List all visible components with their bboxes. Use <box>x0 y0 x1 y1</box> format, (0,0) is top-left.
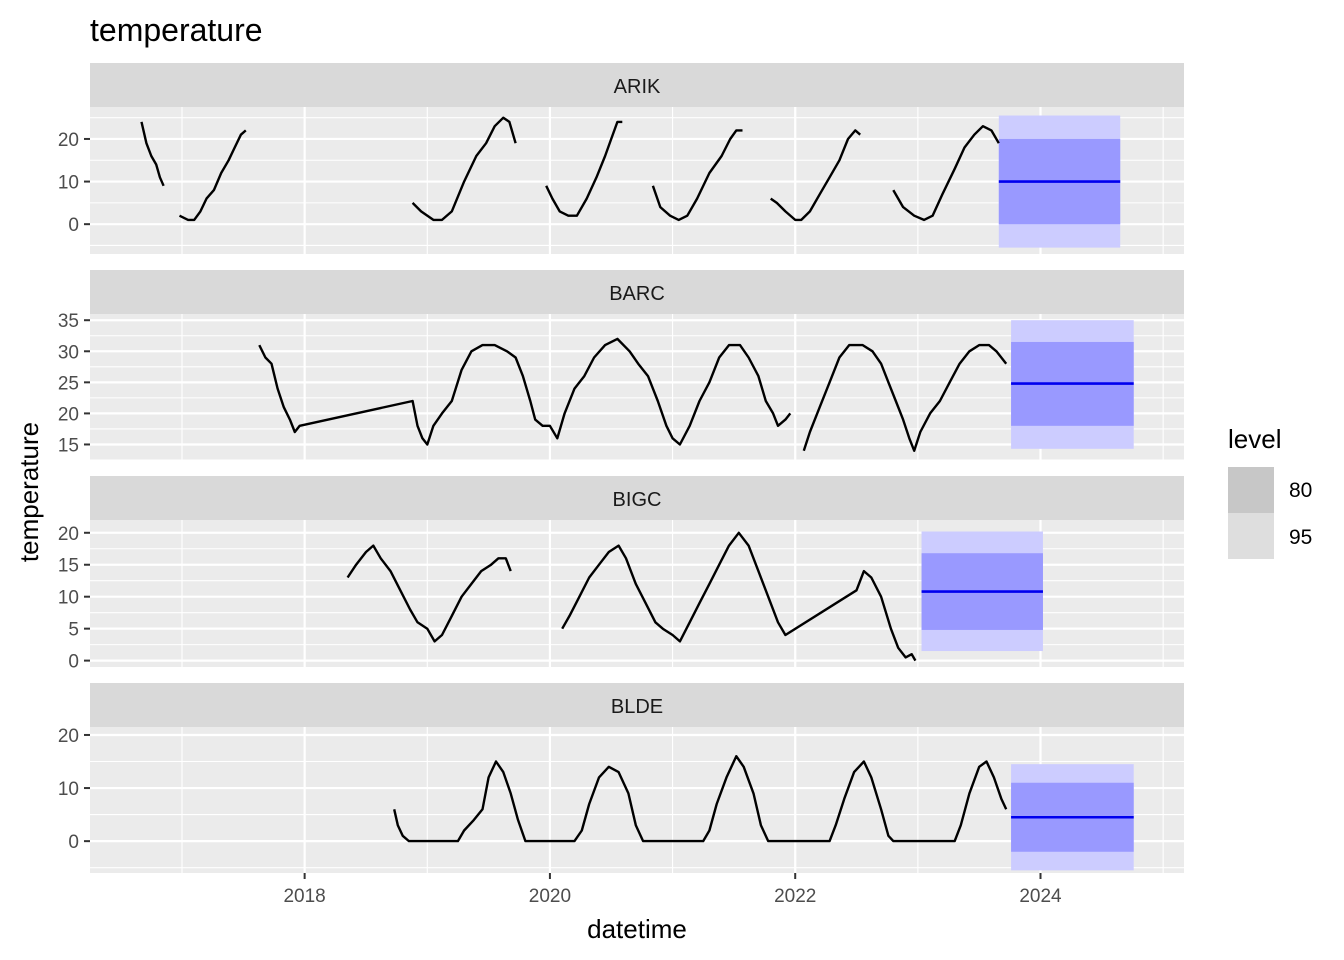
history-line <box>346 544 512 643</box>
history-line <box>561 531 917 662</box>
x-axis: 2018 2020 2022 2024 <box>283 873 1062 907</box>
y-tick-label: 10 <box>58 779 79 800</box>
y-tick-label: 20 <box>58 726 79 747</box>
y-tick-label: 10 <box>58 173 79 194</box>
legend-label-80: 80 <box>1289 479 1312 502</box>
history-line <box>178 129 247 222</box>
facet-strip <box>90 270 1184 314</box>
y-tick-label: 15 <box>58 435 79 456</box>
legend-title: level <box>1228 424 1281 454</box>
facet-strip-label: BARC <box>609 283 665 305</box>
y-tick-label: 15 <box>58 556 79 577</box>
history-line <box>411 116 517 222</box>
facet-strip <box>90 476 1184 520</box>
y-tick-label: 10 <box>58 588 79 609</box>
x-tick-label: 2018 <box>283 886 325 907</box>
history-line <box>802 343 1008 452</box>
facet-strip <box>90 63 1184 107</box>
legend-label-95: 95 <box>1289 526 1312 549</box>
facet-strip-label: ARIK <box>614 76 661 98</box>
history-line <box>651 129 743 222</box>
y-tick-label: 20 <box>58 130 79 151</box>
history-line <box>393 755 1008 843</box>
x-axis-title: datetime <box>587 914 687 944</box>
panel-background <box>90 314 1184 460</box>
y-tick-label: 30 <box>58 342 79 363</box>
y-tick-label: 5 <box>68 620 79 641</box>
y-axis-title: temperature <box>14 422 44 562</box>
y-tick-label: 20 <box>58 404 79 425</box>
x-tick-label: 2022 <box>774 886 816 907</box>
y-tick-label: 35 <box>58 311 79 332</box>
panel-blde: BLDE 0 10 20 <box>58 683 1184 873</box>
legend: level 80 95 <box>1228 424 1312 559</box>
history-line <box>892 125 1000 222</box>
history-line <box>140 121 165 187</box>
y-tick-label: 20 <box>58 524 79 545</box>
x-tick-label: 2020 <box>529 886 571 907</box>
facet-strip-label: BLDE <box>611 696 663 718</box>
facet-panels: ARIK 0 10 20 BARC 15 20 25 30 35 BIGC 0 5 10 15 20 BLDE 0… <box>58 63 1184 873</box>
history-line <box>258 337 792 446</box>
panel-arik: ARIK 0 10 20 <box>58 63 1184 254</box>
legend-key-80 <box>1228 467 1274 513</box>
chart-title: temperature <box>90 12 263 48</box>
facet-strip-label: BIGC <box>613 489 662 511</box>
y-tick-label: 0 <box>68 832 79 853</box>
y-tick-label: 0 <box>68 652 79 673</box>
panel-barc: BARC 15 20 25 30 35 <box>58 270 1184 461</box>
panel-bigc: BIGC 0 5 10 15 20 <box>58 476 1184 673</box>
legend-key-95 <box>1228 513 1274 559</box>
history-line <box>770 129 861 222</box>
history-line <box>545 120 623 217</box>
y-tick-label: 25 <box>58 373 79 394</box>
y-tick-label: 0 <box>68 215 79 236</box>
x-tick-label: 2024 <box>1019 886 1062 907</box>
facet-strip <box>90 683 1184 727</box>
